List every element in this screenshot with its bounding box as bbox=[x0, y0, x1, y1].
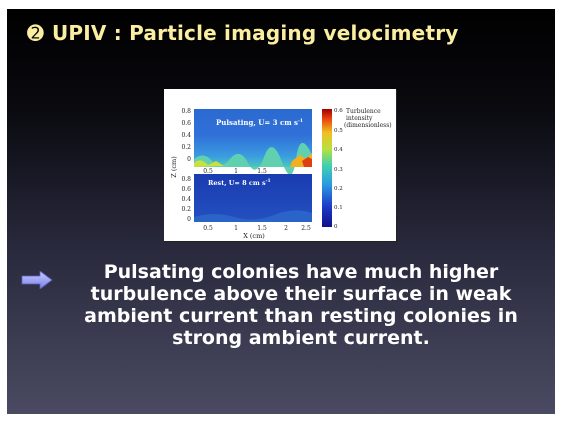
tick-label: 0.6 bbox=[181, 120, 191, 127]
y-axis-label: Z (cm) bbox=[170, 156, 178, 178]
tick-label: 2 bbox=[284, 225, 288, 232]
bottom-x-ticks: 0.5 1 1.5 2 2.5 bbox=[203, 225, 311, 232]
top-x-ticks: 0.5 1 1.5 bbox=[203, 168, 267, 175]
tick-label: 0.5 bbox=[203, 168, 213, 175]
top-y-ticks: 0.8 0.6 0.4 0.2 0 bbox=[181, 108, 191, 163]
colorbar-label: Turbulence intensity (dimensionless) bbox=[344, 108, 392, 129]
tick-label: 0 bbox=[187, 156, 191, 163]
tick-label: 0.5 bbox=[203, 225, 213, 232]
tick-label: 0.4 bbox=[334, 147, 343, 153]
tick-label: 0.6 bbox=[334, 108, 343, 114]
colorbar-ticks: 0.6 0.5 0.4 0.3 0.2 0.1 0 bbox=[334, 108, 343, 230]
svg-text:(dimensionless): (dimensionless) bbox=[344, 122, 392, 129]
rest-label: Rest, U= 8 cm s-1 bbox=[208, 178, 271, 187]
tick-label: 0.8 bbox=[181, 176, 191, 183]
svg-text:Turbulence: Turbulence bbox=[346, 108, 381, 115]
title-bullet: ➋ bbox=[27, 21, 44, 45]
svg-text:intensity: intensity bbox=[346, 115, 373, 122]
pulsating-label: Pulsating, U= 3 cm s-1 bbox=[216, 118, 303, 127]
tick-label: 1.5 bbox=[257, 225, 267, 232]
tick-label: 0.6 bbox=[181, 186, 191, 193]
tick-label: 0 bbox=[334, 224, 338, 230]
bottom-y-ticks: 0.8 0.6 0.4 0.2 0 bbox=[181, 176, 191, 223]
upiv-figure: Pulsating, U= 3 cm s-1 Rest, U= 8 cm s-1… bbox=[164, 89, 397, 242]
tick-label: 0.1 bbox=[334, 205, 343, 211]
slide-body-text: Pulsating colonies have much higher turb… bbox=[84, 261, 518, 349]
colorbar bbox=[322, 109, 332, 227]
tick-label: 0.4 bbox=[181, 196, 191, 203]
tick-label: 1 bbox=[234, 168, 238, 175]
tick-label: 0.2 bbox=[181, 206, 191, 213]
right-arrow-icon bbox=[21, 271, 53, 289]
slide-title: ➋ UPIV : Particle imaging velocimetry bbox=[27, 21, 459, 45]
turbulence-heatmap: Pulsating, U= 3 cm s-1 Rest, U= 8 cm s-1… bbox=[170, 108, 392, 240]
pulsating-panel bbox=[194, 109, 312, 167]
tick-label: 0.3 bbox=[334, 167, 343, 173]
tick-label: 1.5 bbox=[257, 168, 267, 175]
pulsating-surface-turbulence bbox=[194, 142, 312, 175]
tick-label: 2.5 bbox=[301, 225, 311, 232]
tick-label: 0.5 bbox=[334, 128, 343, 134]
tick-label: 1 bbox=[234, 225, 238, 232]
tick-label: 0.4 bbox=[181, 132, 191, 139]
x-axis-label: X (cm) bbox=[243, 232, 265, 240]
tick-label: 0.2 bbox=[334, 186, 343, 192]
tick-label: 0.8 bbox=[181, 108, 191, 115]
tick-label: 0 bbox=[187, 216, 191, 223]
title-text: UPIV : Particle imaging velocimetry bbox=[51, 21, 459, 45]
slide: ➋ UPIV : Particle imaging velocimetry bbox=[7, 9, 555, 414]
tick-label: 0.2 bbox=[181, 144, 191, 151]
